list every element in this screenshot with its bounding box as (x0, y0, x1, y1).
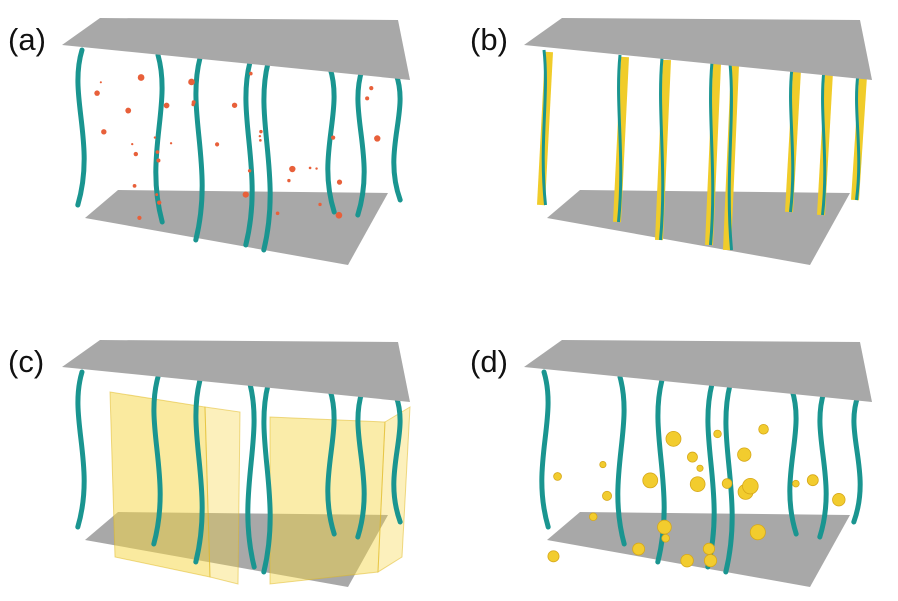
particle (191, 103, 194, 106)
particle (365, 96, 369, 100)
particle (188, 79, 195, 86)
particle (259, 139, 262, 142)
sphere (554, 473, 562, 481)
particle (309, 167, 312, 170)
particle (155, 193, 158, 196)
particle (232, 103, 237, 108)
particle (157, 200, 161, 204)
sphere (759, 424, 769, 434)
sphere (600, 461, 606, 467)
sphere (658, 520, 672, 534)
panel-label: (c) (8, 344, 44, 379)
particle (336, 212, 343, 219)
particle (133, 184, 137, 188)
sphere (833, 493, 846, 506)
figure: (a) (b) (c) (d) (0, 0, 898, 601)
particle (315, 167, 317, 169)
sphere (662, 534, 670, 542)
sphere (792, 480, 799, 487)
particle (164, 103, 170, 109)
sphere (548, 551, 559, 562)
particle (287, 179, 290, 182)
sphere (807, 475, 818, 486)
panel-label: (a) (8, 22, 46, 57)
particle (248, 169, 251, 172)
sphere (704, 554, 716, 566)
sphere (703, 543, 714, 554)
panel-label: (b) (470, 22, 508, 57)
particle (138, 74, 145, 81)
panel-label: (d) (470, 344, 508, 379)
sphere (643, 473, 658, 488)
sphere (602, 491, 611, 500)
sphere (738, 448, 751, 461)
particle (369, 86, 373, 90)
particle (131, 143, 133, 145)
particle (100, 81, 102, 83)
particle (259, 135, 261, 137)
sphere (633, 543, 645, 555)
sphere (687, 452, 697, 462)
sphere (714, 430, 722, 438)
sheet (205, 407, 240, 584)
sphere (666, 431, 681, 446)
particle (156, 158, 160, 162)
particle (337, 180, 342, 185)
particle (259, 130, 262, 133)
particle (249, 72, 253, 76)
particle (331, 136, 335, 140)
particle (101, 129, 106, 134)
particle (215, 142, 219, 146)
particle (125, 108, 131, 114)
sphere (589, 513, 597, 521)
sphere (681, 554, 694, 567)
particle (137, 216, 141, 220)
particle (243, 192, 249, 198)
particle (154, 136, 156, 138)
particle (374, 135, 380, 141)
particle (134, 152, 138, 156)
particle (156, 150, 160, 154)
sphere (750, 525, 765, 540)
sphere (690, 477, 705, 492)
particle (318, 203, 321, 206)
particle (170, 142, 172, 144)
sphere (743, 478, 759, 494)
sphere (722, 479, 732, 489)
particle (94, 90, 100, 96)
sphere (697, 465, 703, 471)
particle (276, 211, 280, 215)
particle (289, 166, 295, 172)
